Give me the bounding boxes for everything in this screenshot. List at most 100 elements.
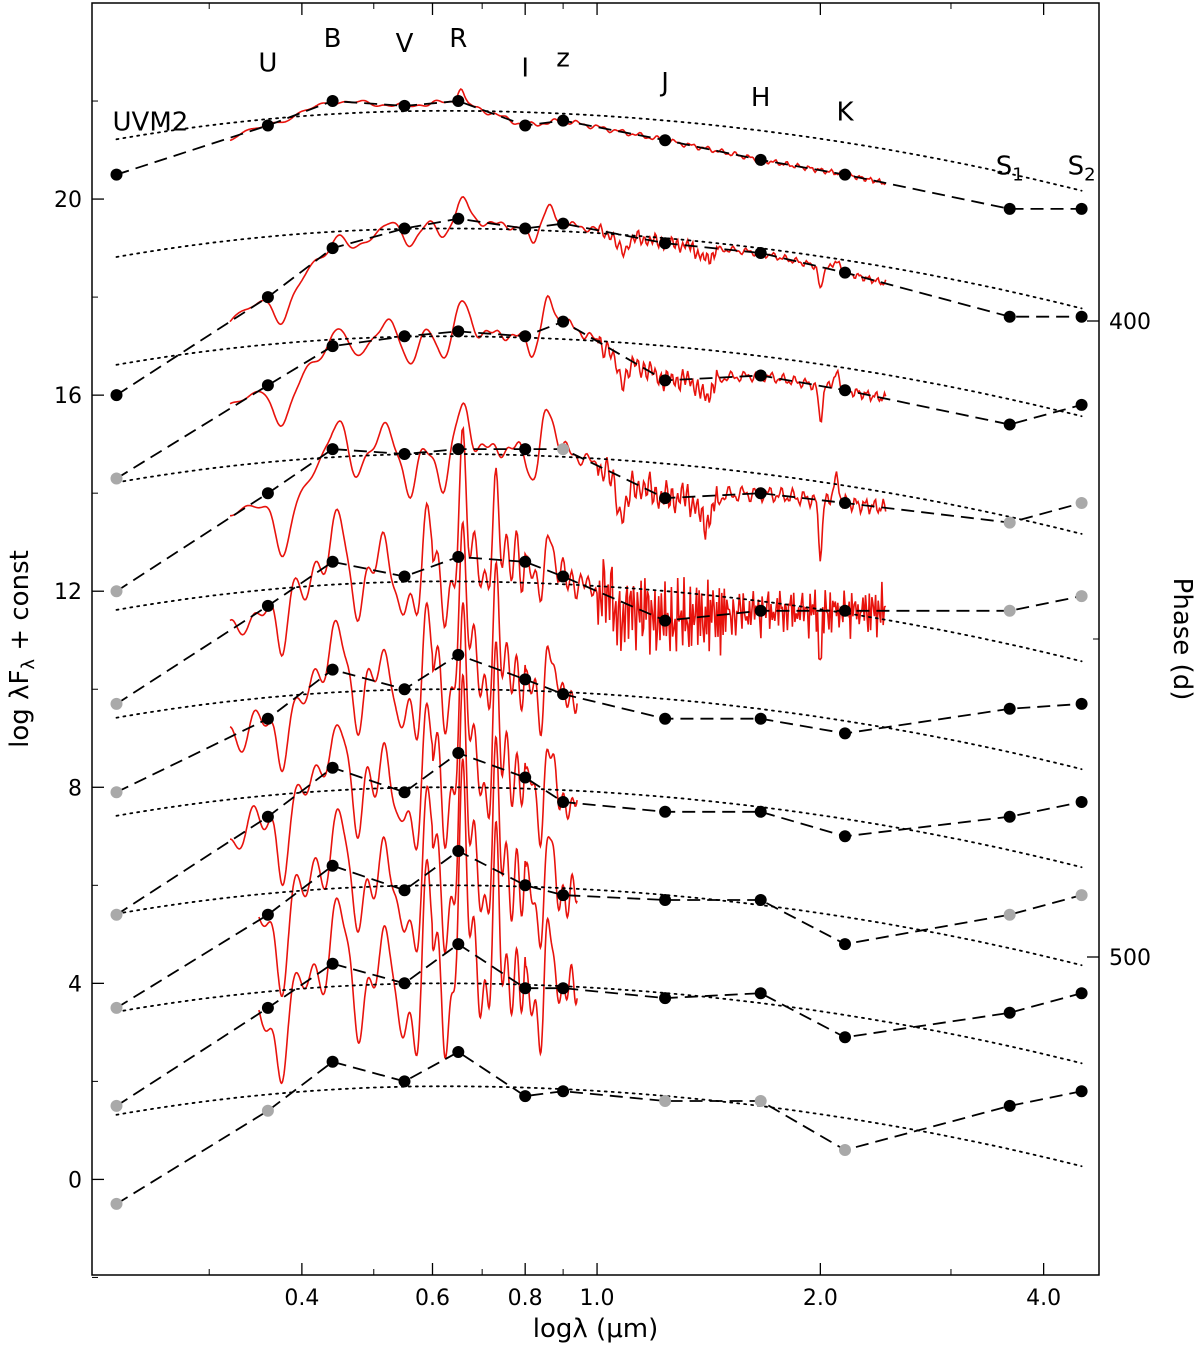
y-label-rest: + const (5, 550, 35, 659)
point-266-R (452, 845, 465, 857)
point-190-I (519, 673, 532, 686)
band-label-S2: S2 (1068, 152, 1096, 186)
point-304-J (659, 992, 672, 1005)
blackbody-38 (115, 227, 1083, 310)
point-114-z (557, 443, 570, 456)
point-342-R (452, 1046, 465, 1058)
band-label-z: z (556, 44, 570, 74)
point-114-K (839, 497, 851, 509)
photometry-line-190 (116, 653, 1082, 794)
point-266-UVM2 (110, 1001, 123, 1014)
band-label-I: I (521, 54, 529, 84)
point-152-V (398, 570, 411, 583)
point-190-K (839, 727, 851, 740)
band-label-B: B (324, 24, 342, 54)
point-190-R (452, 648, 465, 661)
photometry-line-0 (116, 100, 1082, 210)
point-304-z (557, 982, 570, 995)
point-342-U (261, 1104, 274, 1117)
point-228-V (398, 786, 411, 799)
series-38 (110, 212, 1088, 402)
point-38-K (839, 266, 851, 279)
point-38-UVM2 (110, 389, 123, 402)
point-38-V (398, 222, 411, 235)
band-label-K: K (836, 98, 854, 128)
point-114-UVM2 (110, 585, 123, 598)
point-114-V (398, 448, 411, 460)
point-76-V (398, 330, 411, 343)
point-228-I (519, 771, 532, 784)
band-label-subscript: 2 (1084, 165, 1095, 186)
point-190-B (326, 663, 339, 676)
point-152-I (519, 555, 532, 568)
band-label-S1: S1 (996, 152, 1024, 186)
spectrum-190 (229, 520, 578, 773)
point-38-H (754, 247, 767, 259)
point-304-UVM2 (110, 1099, 123, 1112)
point-228-S2 (1075, 796, 1088, 808)
point-76-B (326, 340, 339, 353)
point-38-J (659, 237, 672, 250)
point-38-R (452, 212, 465, 225)
point-304-H (754, 987, 767, 1000)
series-342 (110, 1046, 1088, 1210)
point-190-S2 (1075, 697, 1088, 710)
blackbody-190 (115, 688, 1083, 771)
point-228-U (261, 810, 274, 823)
band-label-H: H (751, 83, 771, 113)
point-76-J (659, 374, 672, 387)
point-152-H (754, 604, 767, 617)
point-228-H (754, 805, 767, 818)
point-342-H (754, 1095, 767, 1107)
point-38-U (261, 291, 274, 304)
band-label-UVM2: UVM2 (113, 107, 189, 137)
blackbody-76 (115, 335, 1083, 418)
y2-axis-label: Phase (d) (1167, 578, 1197, 701)
blackbody-layer (115, 109, 1083, 1168)
series-0 (110, 95, 1088, 215)
labels-layer: logλ (μm) Phase (d) log λFλ + const UVM2… (5, 24, 1197, 1344)
point-228-B (326, 761, 339, 774)
point-152-J (659, 614, 672, 627)
blackbody-114 (115, 453, 1083, 535)
point-266-I (519, 879, 532, 892)
x-tick-label-1.0: 1.0 (580, 1286, 615, 1311)
x-tick-label-0.8: 0.8 (508, 1286, 543, 1311)
point-190-S1 (1003, 702, 1016, 715)
point-0-H (754, 153, 767, 166)
y-tick-label-20: 20 (54, 188, 82, 213)
photometry-line-266 (116, 849, 1082, 1009)
spectrum-114 (230, 402, 887, 562)
point-38-S1 (1003, 310, 1016, 323)
point-190-U (261, 712, 274, 725)
point-304-V (398, 977, 411, 990)
point-304-I (519, 982, 532, 995)
point-342-S2 (1075, 1085, 1088, 1098)
photometry-layer (110, 95, 1088, 1210)
blackbody-228 (115, 786, 1083, 869)
point-0-S2 (1075, 202, 1088, 215)
point-266-H (754, 894, 767, 906)
point-266-S1 (1003, 908, 1016, 921)
point-114-U (261, 487, 274, 500)
x-axis-label: logλ (μm) (533, 1314, 658, 1344)
photometry-line-152 (116, 555, 1082, 705)
point-38-I (519, 222, 532, 235)
spectrum-228 (230, 602, 578, 887)
point-114-I (519, 443, 532, 456)
point-228-K (839, 830, 851, 843)
point-266-K (839, 938, 851, 951)
y-tick-label-8: 8 (68, 776, 82, 801)
y-tick-label-4: 4 (68, 972, 82, 997)
series-152 (110, 550, 1088, 710)
point-152-U (261, 599, 274, 612)
point-38-S2 (1075, 310, 1088, 323)
point-0-I (519, 119, 532, 132)
point-342-J (659, 1095, 672, 1107)
point-190-UVM2 (110, 786, 123, 799)
point-152-S2 (1075, 590, 1088, 603)
band-label-J: J (659, 68, 669, 98)
point-0-S1 (1003, 202, 1016, 215)
point-190-H (754, 712, 767, 725)
